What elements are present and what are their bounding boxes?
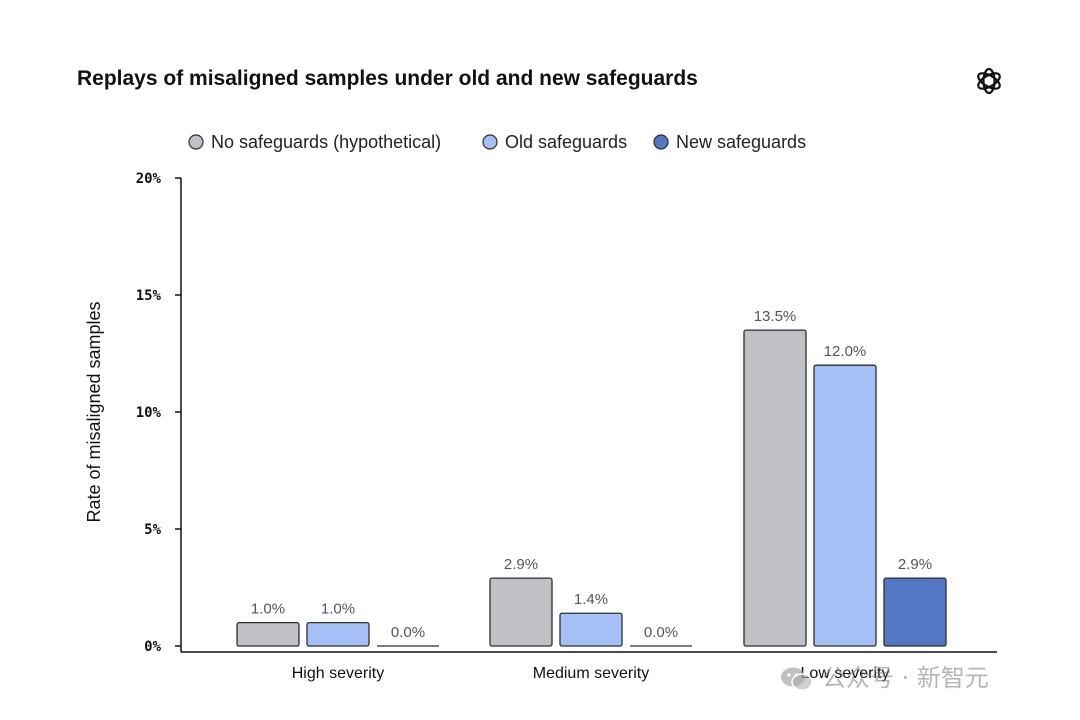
openai-logo-icon bbox=[977, 67, 1001, 95]
bar bbox=[236, 621, 300, 647]
legend: No safeguards (hypothetical) Old safeguar… bbox=[188, 132, 806, 152]
x-tick-label: High severity bbox=[292, 665, 384, 682]
data-label: 2.9% bbox=[898, 556, 932, 573]
bar bbox=[743, 329, 807, 647]
bar bbox=[883, 577, 947, 647]
bars: 1.0% 1.0% 0.0% 2.9% 1.4% 0.0% 13.5% 12.0% 2.9% bbox=[236, 308, 947, 647]
bar bbox=[813, 364, 877, 647]
legend-label: No safeguards (hypothetical) bbox=[211, 132, 441, 152]
y-tick-label: 5% bbox=[144, 522, 161, 538]
y-axis: 0% 5% 10% 15% 20% bbox=[136, 171, 182, 655]
y-axis-label: Rate of misaligned samples bbox=[84, 301, 104, 522]
data-label: 0.0% bbox=[644, 624, 678, 641]
x-tick-label: Medium severity bbox=[533, 665, 649, 682]
x-tick-label: Low severity bbox=[801, 665, 890, 682]
legend-label: New safeguards bbox=[676, 132, 806, 152]
wechat-icon bbox=[781, 667, 813, 691]
chart-title: Replays of misaligned samples under old … bbox=[77, 67, 698, 90]
bar bbox=[306, 621, 370, 647]
legend-marker bbox=[482, 134, 498, 150]
bar bbox=[489, 577, 553, 647]
y-tick-label: 0% bbox=[144, 639, 161, 655]
watermark: 公众号 · 新智元 bbox=[780, 658, 989, 693]
data-label: 1.0% bbox=[321, 601, 355, 618]
x-axis: High severity Medium severity Low severity bbox=[181, 651, 997, 682]
legend-label: Old safeguards bbox=[505, 132, 627, 152]
data-label: 12.0% bbox=[824, 343, 867, 360]
bar bbox=[559, 612, 623, 647]
data-label: 1.4% bbox=[574, 591, 608, 608]
y-tick-label: 10% bbox=[136, 405, 162, 421]
data-label: 0.0% bbox=[391, 624, 425, 641]
watermark-text: 公众号 · 新智元 bbox=[822, 664, 989, 692]
legend-marker bbox=[653, 134, 669, 150]
data-label: 1.0% bbox=[251, 601, 285, 618]
y-tick-label: 15% bbox=[136, 288, 162, 304]
legend-marker bbox=[188, 134, 204, 150]
data-label: 2.9% bbox=[504, 556, 538, 573]
data-label: 13.5% bbox=[754, 308, 797, 325]
y-tick-label: 20% bbox=[136, 171, 162, 187]
